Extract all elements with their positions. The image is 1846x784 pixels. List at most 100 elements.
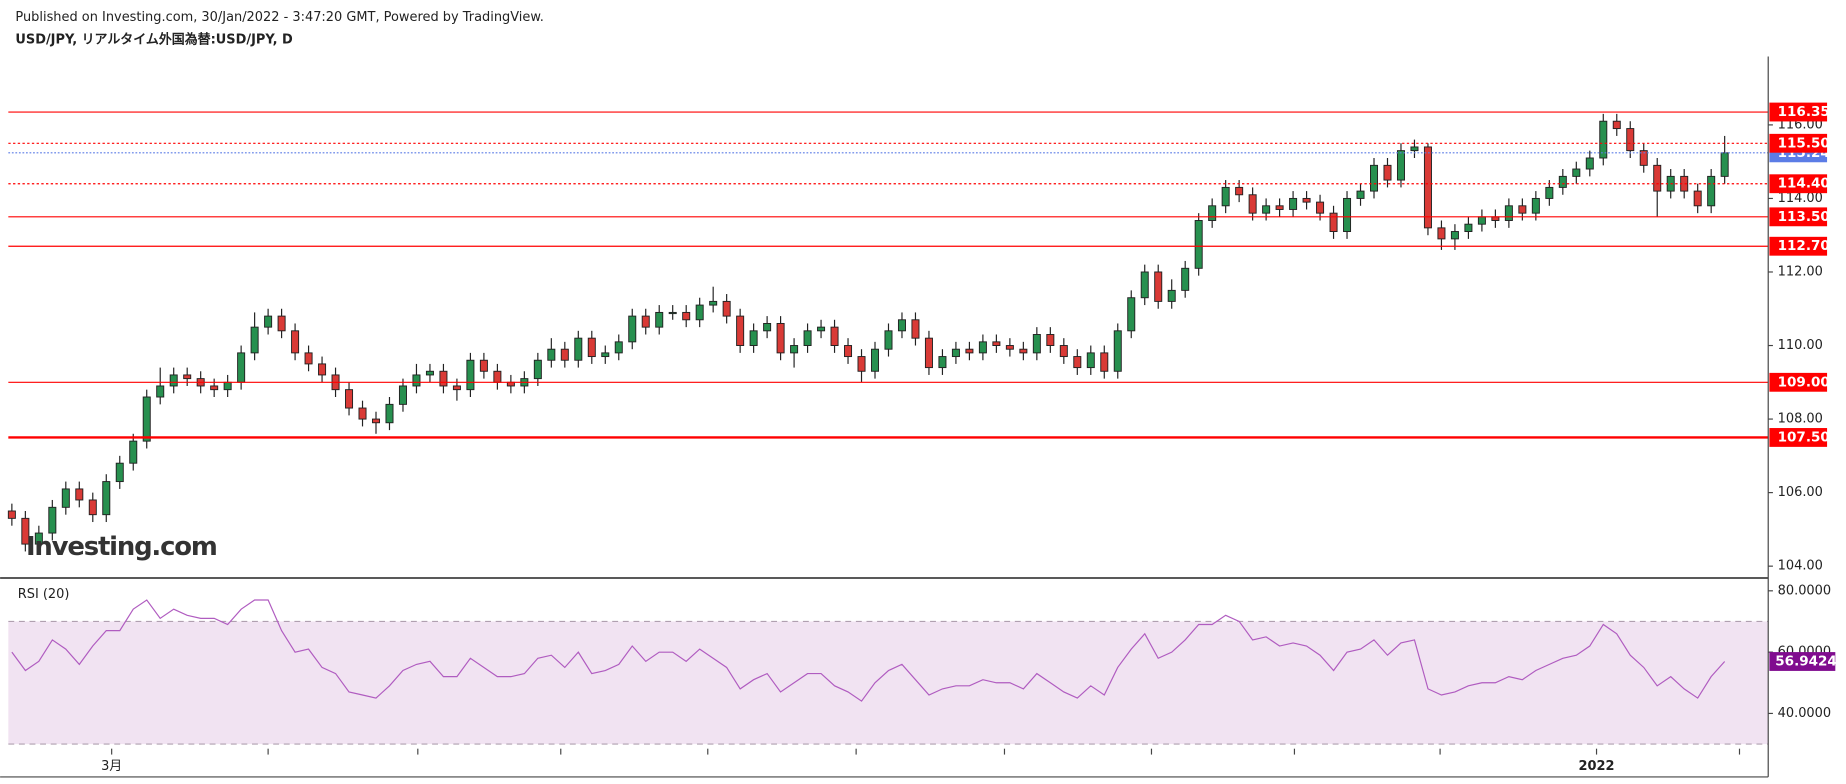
candle-body [938, 356, 947, 369]
y-tick-label: 114.00 [1778, 191, 1823, 206]
candle-body [34, 532, 43, 545]
y-tick-label: 106.00 [1778, 485, 1823, 500]
candle-body [1572, 168, 1581, 177]
price-panel: 104.00 106.00 108.00 110.00 112.00 114.00 116.… [7, 102, 1830, 574]
level-box [1769, 372, 1828, 392]
y-tick-label: 104.00 [1778, 559, 1823, 574]
rsi-line [11, 599, 1726, 702]
candle-body [668, 311, 677, 315]
candle-body [183, 374, 192, 380]
x-tick-label: 2022 [1579, 759, 1615, 774]
candle-body [924, 337, 933, 369]
candle-body [614, 341, 623, 354]
level-box [1769, 102, 1828, 122]
candle-body [1693, 190, 1702, 207]
candle-body [1545, 186, 1554, 199]
candle-body [169, 374, 178, 387]
level-box [1769, 133, 1828, 153]
candle-body [412, 374, 421, 387]
candle-body [830, 326, 839, 346]
candle-body [21, 517, 30, 545]
candle-body [1019, 348, 1028, 354]
candle-body [1005, 345, 1014, 350]
candle-body [857, 356, 866, 372]
candle-body [709, 300, 718, 306]
y-tick-label: 112.00 [1778, 264, 1823, 279]
rsi-value-label: 56.9424 [1775, 653, 1837, 669]
candle-body [1396, 150, 1405, 181]
candle-body [1208, 205, 1217, 221]
candle-body [992, 341, 1001, 346]
level-box [1769, 174, 1828, 194]
candle-body [1343, 197, 1352, 233]
candle-body [884, 330, 893, 350]
candle-body [817, 326, 826, 332]
candle-body [1518, 205, 1527, 214]
candle-body [749, 330, 758, 346]
candle-body [304, 352, 313, 365]
candle-body [48, 506, 57, 534]
candle-body [425, 370, 434, 376]
candle-body [291, 330, 300, 354]
candle-body [1504, 205, 1513, 221]
candle-body [1275, 205, 1284, 210]
candle-body [1154, 271, 1163, 302]
candle-body [1626, 128, 1635, 152]
candle-body [574, 337, 583, 361]
candle-body [1450, 231, 1459, 240]
candle-body [452, 385, 461, 391]
candle-body [1248, 194, 1257, 214]
candle-body [102, 481, 111, 516]
rsi-value-box [1769, 652, 1836, 671]
candle-body [1477, 216, 1486, 225]
candle-body [237, 352, 246, 383]
candle-body [345, 389, 354, 409]
candle-body [587, 337, 596, 358]
candle-body [210, 385, 219, 391]
y-tick-label: 80.0000 [1778, 583, 1832, 598]
candle-body [1181, 267, 1190, 291]
candle-body [1612, 120, 1621, 130]
candle-body [142, 396, 151, 442]
candle-body [776, 322, 785, 354]
candle-body [1086, 352, 1095, 369]
level-box [1769, 207, 1828, 227]
candle-body [911, 319, 920, 339]
candle-body [1720, 152, 1729, 177]
candle-body [1113, 330, 1122, 372]
candle-body [1302, 197, 1311, 203]
level-label: 113.50 [1778, 209, 1830, 225]
candle-body [250, 326, 259, 354]
candle-body [803, 330, 812, 346]
candle-body [1599, 120, 1608, 159]
candle-body [1289, 197, 1298, 210]
candle-body [547, 348, 556, 361]
candle-body [655, 311, 664, 328]
candle-body [264, 315, 273, 328]
candle-body [1585, 157, 1594, 170]
candle-body [1639, 150, 1648, 166]
candle-body [318, 363, 327, 376]
level-label: 112.70 [1778, 238, 1830, 254]
candle-body [75, 488, 84, 501]
candle-body [115, 462, 124, 483]
candle-body [1316, 201, 1325, 214]
candle-body [1167, 289, 1176, 302]
candle-body [1032, 334, 1041, 354]
candle-body [439, 370, 448, 387]
candle-body [277, 315, 286, 332]
candle-body [601, 352, 610, 358]
candle-body [385, 403, 394, 424]
candle-body [682, 311, 691, 321]
candle-body [641, 315, 650, 328]
candle-body [978, 341, 987, 354]
candle-body [1383, 164, 1392, 181]
candle-body [695, 304, 704, 321]
candle-body [223, 381, 232, 391]
candle-body [1410, 146, 1419, 152]
y-tick-label: 108.00 [1778, 412, 1823, 427]
candle-body [533, 359, 542, 380]
candle-body [722, 300, 731, 317]
